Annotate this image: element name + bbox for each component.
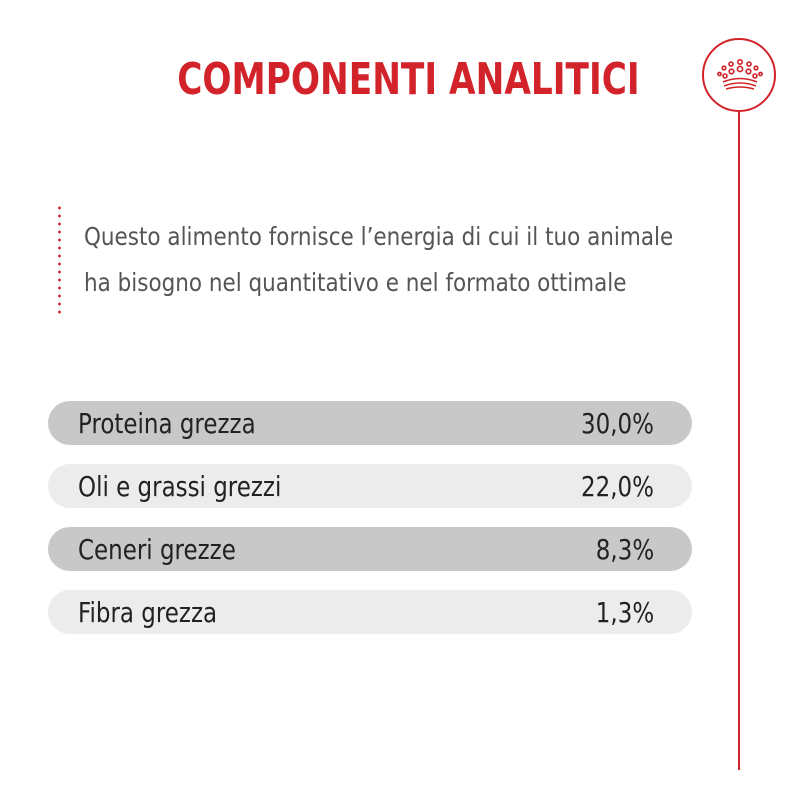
table-row: Proteina grezza 30,0% <box>48 401 692 445</box>
decorative-vertical-line <box>738 112 740 770</box>
intro-line-1: Questo alimento fornisce l’energia di cu… <box>84 222 674 251</box>
analytics-table: Proteina grezza 30,0% Oli e grassi grezz… <box>48 401 692 653</box>
row-label: Fibra grezza <box>78 596 218 629</box>
table-row: Fibra grezza 1,3% <box>48 590 692 634</box>
row-label: Ceneri grezze <box>78 533 236 566</box>
dotted-divider <box>58 204 61 316</box>
row-value: 22,0% <box>581 470 654 503</box>
row-value: 30,0% <box>581 407 654 440</box>
row-value: 1,3% <box>595 596 654 629</box>
row-label: Proteina grezza <box>78 407 256 440</box>
table-row: Ceneri grezze 8,3% <box>48 527 692 571</box>
row-label: Oli e grassi grezzi <box>78 470 282 503</box>
brand-badge <box>702 38 776 112</box>
intro-text: Questo alimento fornisce l’energia di cu… <box>84 214 674 306</box>
crown-icon <box>717 58 763 90</box>
intro-line-2: ha bisogno nel quantitativo e nel format… <box>84 268 627 297</box>
row-value: 8,3% <box>595 533 654 566</box>
page-title: COMPONENTI ANALITICI <box>177 54 640 105</box>
table-row: Oli e grassi grezzi 22,0% <box>48 464 692 508</box>
